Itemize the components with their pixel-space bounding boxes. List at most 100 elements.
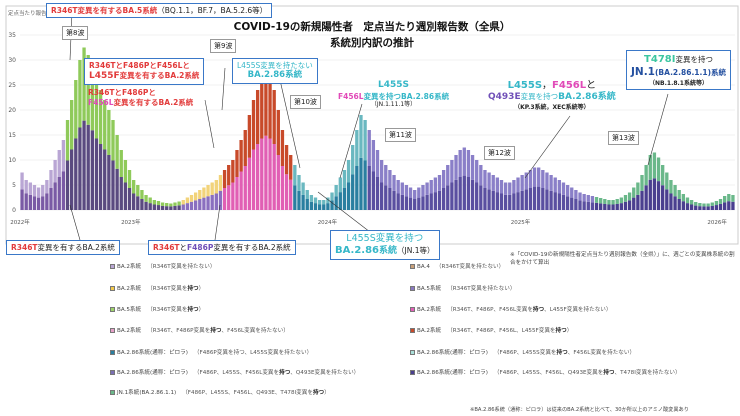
bar-segment	[32, 196, 37, 210]
bar-segment	[648, 155, 652, 180]
bar-segment	[127, 188, 132, 210]
bar-segment	[119, 150, 123, 177]
bar-segment	[371, 140, 376, 172]
bar-segment	[94, 138, 99, 210]
bar-segment	[74, 138, 78, 210]
bar-segment	[293, 185, 297, 210]
bar-segment	[330, 200, 334, 210]
bar-segment	[603, 199, 607, 204]
bar-segment	[280, 130, 285, 166]
bar-segment	[289, 179, 293, 210]
bar-segment	[640, 190, 644, 210]
legend-item: BA.2系統 （R346T、F486P、F456L、L455F変異を持つ）	[410, 328, 572, 336]
bar-segment	[681, 201, 686, 210]
bar-segment	[177, 201, 181, 206]
x-year-label: 2025年	[511, 218, 531, 226]
bar-segment	[227, 185, 231, 210]
bar-segment	[136, 185, 140, 197]
bar-segment	[553, 177, 557, 193]
bar-segment	[53, 182, 57, 210]
bar-segment	[384, 165, 388, 186]
bar-segment	[86, 124, 90, 210]
x-year-labels: 2022年 2023年 2024年 2025年 2026年	[10, 218, 727, 226]
legend-desc: 、T478I変異を持たない）	[614, 370, 681, 376]
legend-emphasis: 持つ	[312, 390, 325, 396]
bar-segment	[599, 203, 603, 210]
chart-subtitle: 系統別内訳の推計	[330, 36, 414, 49]
bar-segment	[140, 190, 144, 199]
bar-segment	[503, 182, 508, 195]
bar-segment	[594, 202, 599, 210]
bar-segment	[689, 200, 694, 205]
bar-segment	[450, 160, 454, 183]
method-note: ※「COVID-19の新規陽性者定点当たり週別報告数（全県）」に、週ごとの変異株…	[510, 252, 735, 266]
legend-name: BA.2系統	[117, 264, 142, 270]
legend-desc: （R346T変異を	[147, 307, 188, 313]
wave-label-8: 第8波	[62, 26, 89, 40]
bar-segment	[173, 205, 177, 210]
bar-segment	[516, 177, 520, 193]
legend-name: BA.5系統	[117, 307, 142, 313]
legend-desc: ）	[324, 390, 330, 396]
legend-desc: 、F456L変異を持たない）	[567, 350, 636, 356]
legend-name: BA.2系統	[117, 328, 142, 334]
wave-label-11: 第11波	[385, 128, 416, 142]
legend-swatch	[110, 307, 115, 312]
bar-segment	[177, 205, 181, 210]
legend-desc: 、L455F変異を持たない）	[544, 307, 612, 313]
bar-segment	[74, 80, 78, 139]
bar-segment	[479, 185, 483, 210]
bar-segment	[297, 175, 301, 191]
bar-segment	[462, 175, 466, 210]
bar-segment	[119, 177, 123, 210]
legend-name: BA.2.86系統(通称：ピロラ)	[117, 350, 188, 356]
bar-segment	[636, 182, 640, 195]
bar-segment	[586, 195, 590, 202]
bar-segment	[524, 172, 528, 190]
bar-segment	[28, 182, 32, 195]
bar-segment	[694, 205, 698, 210]
bar-segment	[446, 165, 450, 186]
bar-segment	[239, 140, 243, 172]
bar-segment	[181, 204, 185, 210]
bar-segment	[98, 144, 103, 210]
bar-segment	[727, 194, 731, 202]
bar-segment	[537, 186, 541, 210]
bar-segment	[557, 180, 562, 194]
bar-segment	[425, 194, 429, 210]
bar-segment	[718, 199, 723, 204]
bar-segment	[218, 175, 223, 191]
bar-segment	[107, 110, 111, 155]
legend-swatch	[110, 328, 115, 333]
bar-segment	[160, 205, 165, 210]
legend-name: BA.2系統	[417, 307, 442, 313]
bar-segment	[627, 200, 632, 210]
legend-emphasis: 持つ	[279, 370, 291, 376]
bar-segment	[520, 175, 524, 191]
bar-segment	[706, 206, 710, 210]
annotation-ba5: R346T変異を有するBA.5系統（BQ.1.1，BF.7，BA.5.2.6等）	[46, 3, 273, 19]
legend-swatch	[110, 350, 115, 355]
bar-segment	[648, 179, 652, 210]
bar-segment	[702, 206, 706, 210]
bar-segment	[28, 194, 32, 210]
bar-segment	[144, 195, 148, 202]
y-tick-label: 5	[12, 182, 16, 189]
bar-segment	[24, 193, 28, 210]
bar-segment	[379, 182, 384, 210]
bar-segment	[553, 192, 557, 210]
legend-swatch	[410, 307, 415, 312]
bar-segment	[156, 205, 161, 210]
bar-segment	[594, 197, 599, 203]
legend-name: BA.2系統	[117, 286, 142, 292]
bar-segment	[429, 193, 433, 210]
bar-segment	[413, 199, 417, 210]
annotation-l455s-f456l: L455S F456L変異を持つBA.2.86系統 （JN.1.11.1等）	[338, 80, 450, 109]
bar-segment	[404, 185, 409, 197]
bar-segment	[466, 150, 471, 177]
legend-desc: ）	[566, 328, 573, 334]
legend-desc: 、Q493E変異を持たない）	[290, 370, 360, 376]
bar-segment	[590, 196, 595, 203]
bar-segment	[326, 203, 330, 210]
bar-segment	[169, 203, 173, 207]
